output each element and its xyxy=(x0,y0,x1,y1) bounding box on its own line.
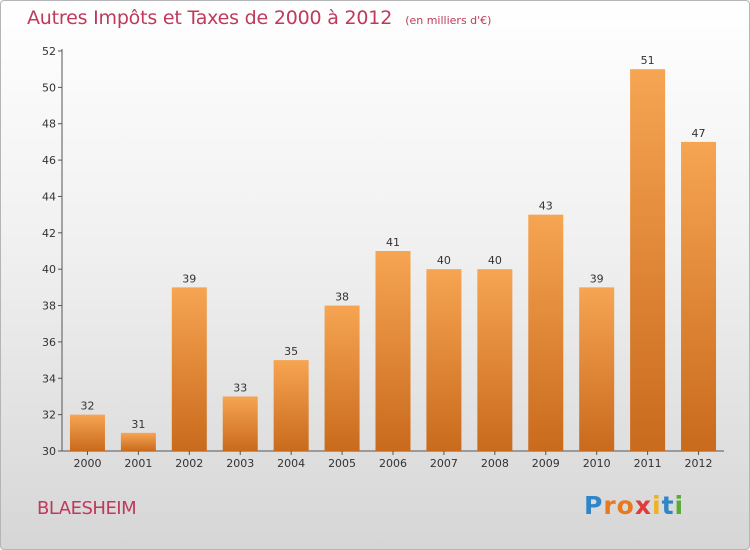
bar-2007 xyxy=(426,269,462,451)
data-label: 33 xyxy=(233,381,247,394)
logo-letter: i xyxy=(674,491,685,520)
x-tick-label: 2009 xyxy=(532,457,560,470)
bar-2009 xyxy=(528,214,564,451)
x-tick-label: 2002 xyxy=(175,457,203,470)
bar-2000 xyxy=(69,414,105,451)
bar-2008 xyxy=(477,269,513,451)
y-tick-label: 34 xyxy=(42,372,56,385)
data-label: 41 xyxy=(386,236,400,249)
place-name: BLAESHEIM xyxy=(37,498,137,519)
logo-letter: P xyxy=(584,491,604,520)
data-label: 32 xyxy=(80,400,94,413)
logo-letter: i xyxy=(652,491,662,520)
y-tick-label: 52 xyxy=(42,45,56,58)
logo-letter: x xyxy=(634,491,652,520)
x-tick-label: 2001 xyxy=(124,457,152,470)
data-label: 43 xyxy=(539,200,553,213)
proxiti-logo: Proxiti xyxy=(584,491,684,520)
y-tick-label: 46 xyxy=(42,154,56,167)
bar-2010 xyxy=(579,287,615,451)
x-tick-label: 2011 xyxy=(634,457,662,470)
y-tick-label: 38 xyxy=(42,300,56,313)
y-tick-label: 42 xyxy=(42,227,56,240)
logo-letter: o xyxy=(616,491,635,520)
y-tick-label: 32 xyxy=(42,409,56,422)
data-label: 47 xyxy=(692,127,706,140)
logo-letter: t xyxy=(661,491,675,520)
bar-2004 xyxy=(273,360,309,451)
x-tick-label: 2003 xyxy=(226,457,254,470)
x-tick-label: 2007 xyxy=(430,457,458,470)
x-tick-label: 2005 xyxy=(328,457,356,470)
y-tick-label: 40 xyxy=(42,263,56,276)
data-label: 40 xyxy=(437,254,451,267)
y-tick-label: 50 xyxy=(42,81,56,94)
data-label: 39 xyxy=(182,272,196,285)
data-label: 39 xyxy=(590,272,604,285)
chart-subtitle: (en milliers d'€) xyxy=(405,14,492,27)
x-tick-label: 2006 xyxy=(379,457,407,470)
bar-2005 xyxy=(324,305,360,451)
y-tick-label: 30 xyxy=(42,445,56,458)
y-tick-label: 36 xyxy=(42,336,56,349)
bar-2001 xyxy=(120,432,156,451)
logo-letter: r xyxy=(603,491,617,520)
x-tick-label: 2008 xyxy=(481,457,509,470)
data-label: 38 xyxy=(335,291,349,304)
data-label: 35 xyxy=(284,345,298,358)
chart-title: Autres Impôts et Taxes de 2000 à 2012 xyxy=(27,7,393,29)
data-label: 51 xyxy=(641,54,655,67)
x-tick-label: 2010 xyxy=(583,457,611,470)
data-label: 31 xyxy=(131,418,145,431)
y-tick-label: 48 xyxy=(42,118,56,131)
x-tick-label: 2012 xyxy=(685,457,713,470)
bar-2002 xyxy=(171,287,207,451)
data-label: 40 xyxy=(488,254,502,267)
bar-2012 xyxy=(681,141,717,451)
bar-2006 xyxy=(375,251,411,451)
y-tick-label: 44 xyxy=(42,190,56,203)
title-block: Autres Impôts et Taxes de 2000 à 2012 (e… xyxy=(27,7,491,29)
x-tick-label: 2004 xyxy=(277,457,305,470)
bar-2011 xyxy=(630,69,666,451)
x-tick-label: 2000 xyxy=(73,457,101,470)
bar-2003 xyxy=(222,396,258,451)
